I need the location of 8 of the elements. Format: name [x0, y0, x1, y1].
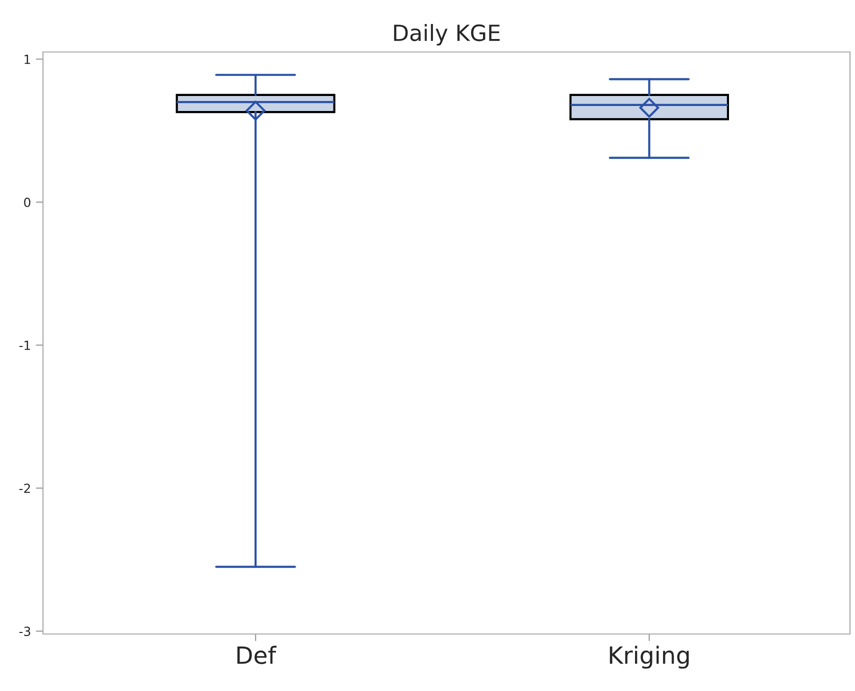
y-tick-label: -1 [19, 340, 30, 350]
y-tick-label: 0 [24, 198, 30, 208]
y-tick-label: -2 [19, 484, 30, 493]
x-tick-label: Def [237, 646, 277, 664]
y-tick-label: 1 [24, 54, 30, 64]
chart-title: Daily KGE [394, 24, 500, 46]
y-tick-label: -3 [19, 626, 30, 636]
x-tick-label: Kriging [610, 646, 689, 669]
